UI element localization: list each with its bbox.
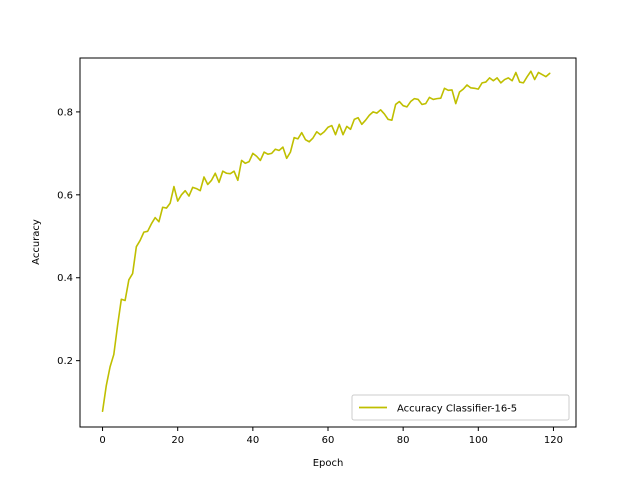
x-axis-label: Epoch [313, 458, 344, 469]
data-layer [101, 70, 551, 413]
x-tick-label: 20 [171, 435, 184, 446]
y-tick-label: 0.8 [57, 107, 73, 118]
legend-box [351, 394, 570, 421]
x-tick-label: 100 [469, 435, 488, 446]
y-axis-ticks: 0.2 0.4 0.6 0.8 [57, 107, 80, 367]
series-line-0 [101, 70, 551, 413]
x-tick-label: 80 [397, 435, 410, 446]
y-tick-label: 0.6 [57, 190, 73, 201]
y-tick-label: 0.4 [57, 273, 73, 284]
legend: Accuracy Classifier-16-5 [351, 394, 570, 421]
y-tick-label: 0.2 [57, 356, 73, 367]
x-tick-label: 0 [99, 435, 105, 446]
x-tick-label: 60 [322, 435, 335, 446]
x-tick-label: 40 [246, 435, 259, 446]
legend-label: Accuracy Classifier-16-5 [397, 404, 517, 415]
x-axis-ticks: 0 20 40 60 80 100 120 [99, 427, 563, 446]
x-tick-label: 120 [544, 435, 563, 446]
y-axis-label: Accuracy [31, 219, 42, 265]
